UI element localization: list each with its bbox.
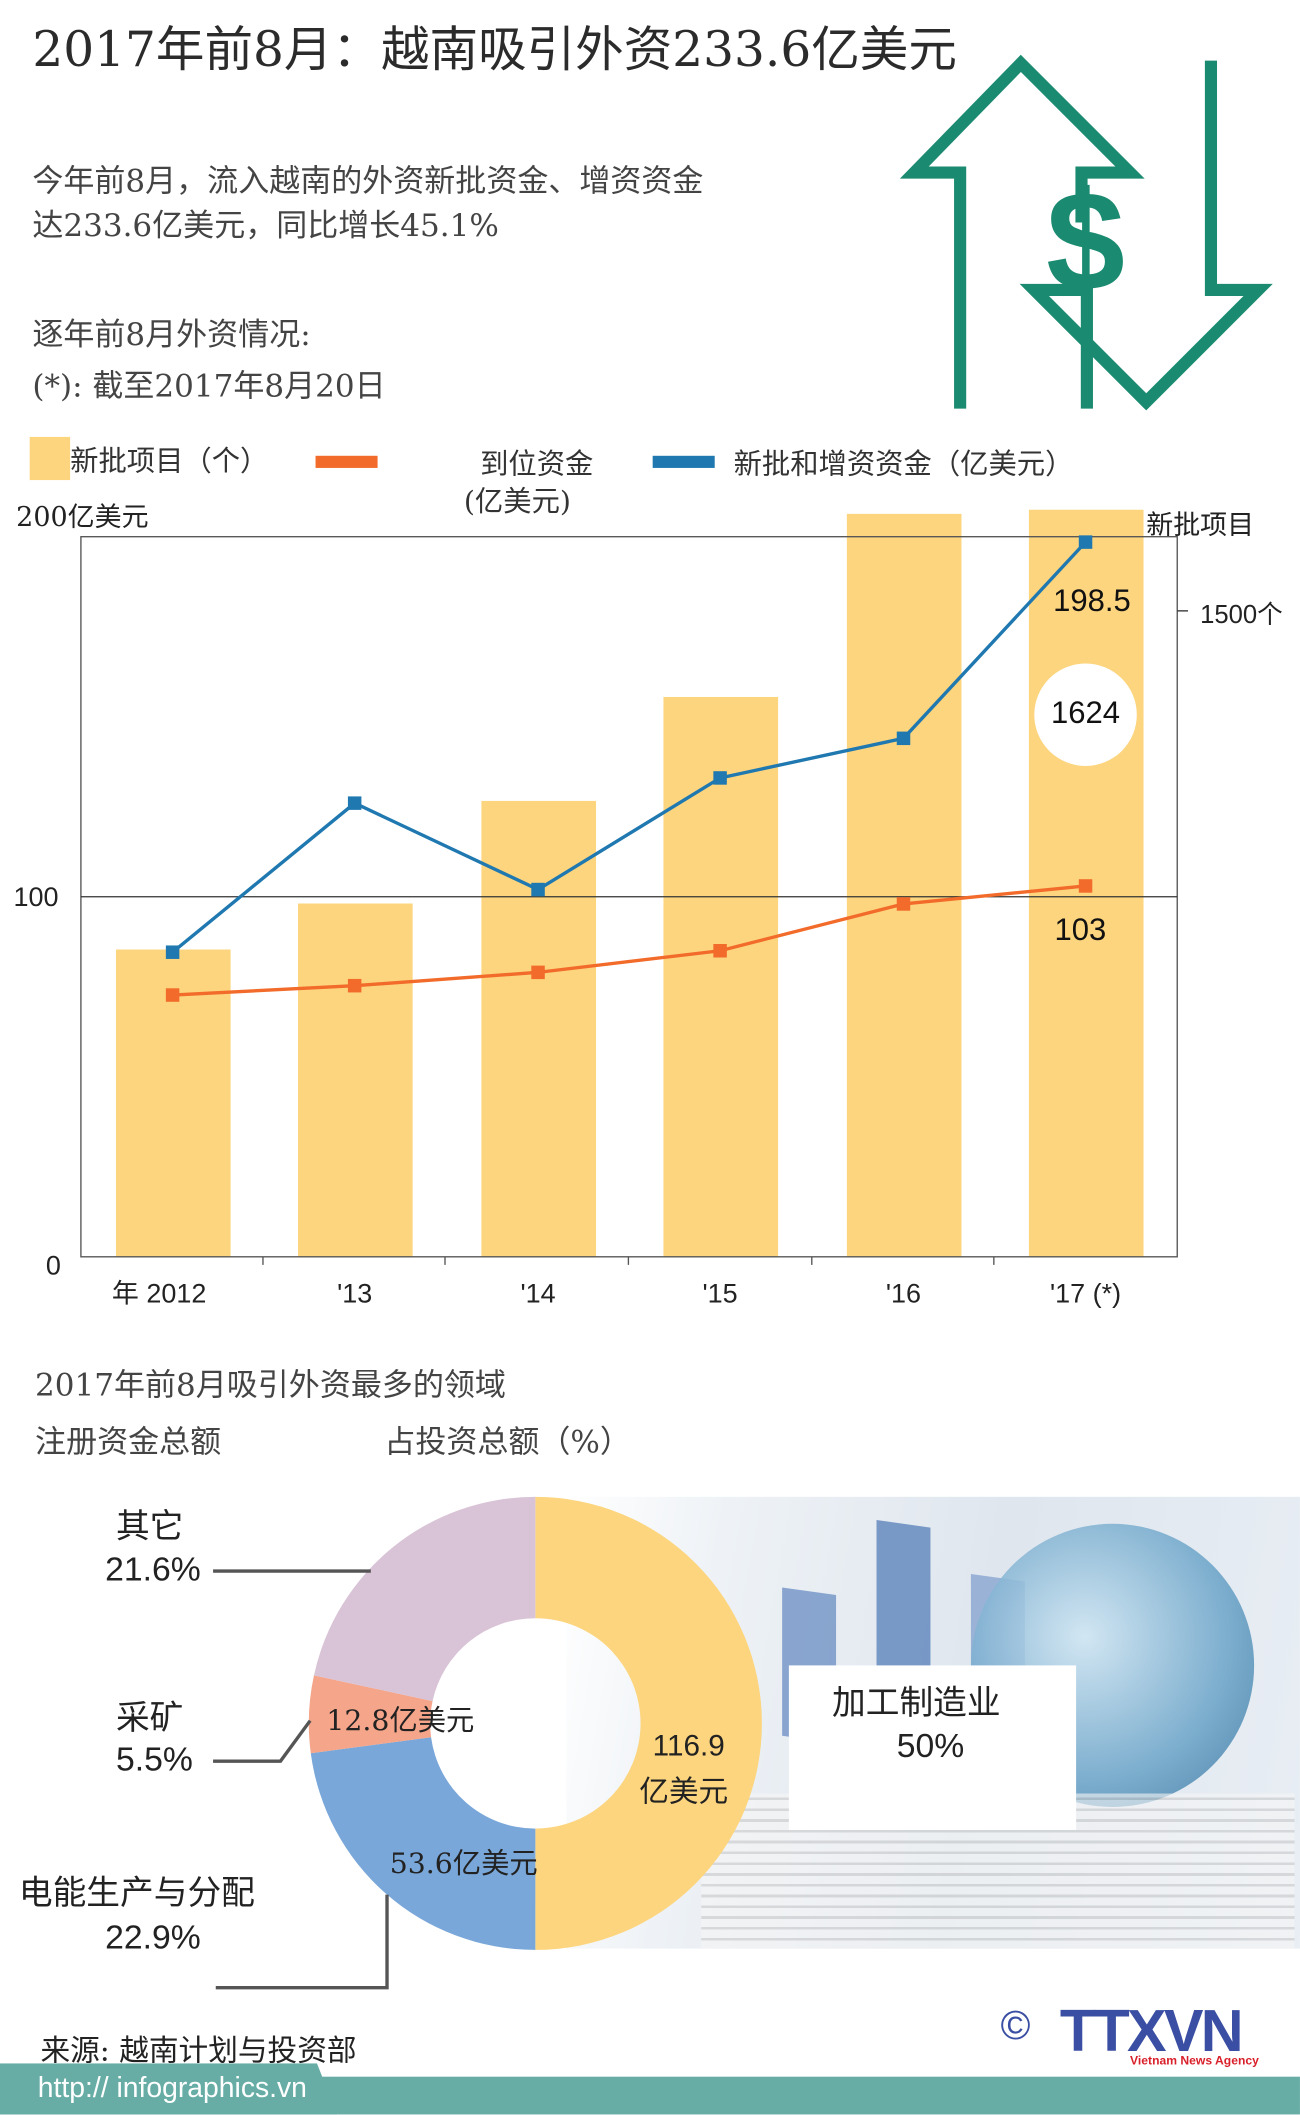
label-electricity: 电能生产与分配 xyxy=(18,1873,255,1913)
pie-col1: 注册资金总额 xyxy=(35,1425,222,1461)
x-tick-label-5: '17 (*) xyxy=(1050,1279,1121,1309)
source-text: 来源: 越南计划与投资部 xyxy=(40,2034,357,2069)
logo-subtitle: Vietnam News Agency xyxy=(1130,2053,1259,2068)
note: (*): 截至2017年8月20日 xyxy=(32,369,386,405)
point-1-5 xyxy=(1078,879,1093,893)
bar-2 xyxy=(481,800,597,1257)
point-1-3 xyxy=(713,944,727,958)
slice-pct-manufacturing: 50% xyxy=(896,1727,965,1766)
legend-orange-label: 到位资金 xyxy=(480,447,594,481)
y-tick-0: 0 xyxy=(45,1251,61,1282)
leader-electricity xyxy=(215,1894,389,1990)
legend-swatch-orange xyxy=(315,455,378,468)
copyright-icon: © xyxy=(1000,2003,1031,2049)
subtitle-line-2: 达233.6亿美元，同比增长45.1% xyxy=(32,209,499,245)
slice-1 xyxy=(310,1737,536,1950)
ttxvn-logo: TTXVN xyxy=(1059,1998,1244,2065)
footer-tab xyxy=(0,2063,338,2115)
slice-amount-electricity: 53.6亿美元 xyxy=(389,1847,538,1880)
left-axis-label: 200亿美元 xyxy=(16,500,149,533)
blue-last-label: 198.5 xyxy=(1053,582,1131,618)
pct-other: 21.6% xyxy=(105,1550,201,1589)
dollar-up-down-arrows-icon: $ xyxy=(899,54,1273,411)
point-1-4 xyxy=(896,897,911,911)
x-tick-label-3: '15 xyxy=(703,1279,738,1309)
page-title: 2017年前8月：越南吸引外资233.6亿美元 xyxy=(32,22,957,79)
footer-url[interactable]: http:// infographics.vn xyxy=(37,2072,307,2104)
pie-col2: 占投资总额（%） xyxy=(384,1425,631,1461)
section-title: 逐年前8月外资情况: xyxy=(32,318,311,354)
right-axis-label: 新批项目 xyxy=(1146,508,1255,541)
x-tick-label-1: '13 xyxy=(337,1279,372,1309)
point-1-0 xyxy=(165,988,180,1002)
point-2-3 xyxy=(713,771,727,785)
bar-4 xyxy=(846,513,962,1257)
slice-2 xyxy=(308,1675,433,1754)
svg-text:$: $ xyxy=(1046,163,1125,321)
bar-last-badge xyxy=(1034,663,1137,766)
legend-blue-label: 新批和增资资金（亿美元） xyxy=(733,447,1074,481)
pct-electricity: 22.9% xyxy=(105,1918,201,1957)
bar-last-label: 1624 xyxy=(1051,694,1121,730)
label-mining: 采矿 xyxy=(115,1697,184,1737)
point-2-4 xyxy=(896,731,911,746)
line-series-1 xyxy=(172,884,1086,997)
leader-mining xyxy=(213,1719,312,1763)
slice-amount-mining: 12.8亿美元 xyxy=(326,1704,475,1737)
legend-swatch-blue xyxy=(652,455,715,468)
y-tick-100: 100 xyxy=(13,883,59,913)
point-2-2 xyxy=(531,882,545,897)
point-2-1 xyxy=(347,796,362,810)
right-axis-tick: 1500个 xyxy=(1200,601,1283,630)
orange-last-label: 103 xyxy=(1054,911,1107,947)
x-tick-label-2: '14 xyxy=(520,1279,555,1309)
point-1-2 xyxy=(531,965,545,980)
slice-label-manufacturing: 加工制造业 xyxy=(832,1682,1001,1723)
x-tick-label-0: 年 2012 xyxy=(112,1279,206,1309)
point-2-5 xyxy=(1078,535,1093,549)
bar-1 xyxy=(298,903,413,1257)
bar-3 xyxy=(663,696,779,1257)
slice-amount-unit-manufacturing: 亿美元 xyxy=(639,1775,729,1810)
slice-0 xyxy=(535,1496,762,1950)
legend-bars-label: 新批项目（个） xyxy=(70,445,269,478)
manufacturing-label-box xyxy=(788,1665,1077,1830)
point-1-1 xyxy=(347,978,362,993)
investment-chart: 年 2012 '13 '14 '15 '16 '17 (*) xyxy=(80,509,1189,1309)
slice-3 xyxy=(313,1496,536,1702)
sector-donut-chart xyxy=(213,1496,762,1990)
legend-swatch-bars xyxy=(29,436,71,481)
slice-amount-manufacturing: 116.9 xyxy=(652,1728,725,1763)
x-tick-label-4: '16 xyxy=(886,1279,921,1309)
legend-orange-unit: (亿美元) xyxy=(463,485,571,518)
pct-mining: 5.5% xyxy=(115,1740,193,1779)
label-other: 其它 xyxy=(115,1506,184,1546)
point-2-0 xyxy=(165,945,180,959)
pie-title: 2017年前8月吸引外资最多的领域 xyxy=(35,1368,506,1404)
subtitle-line-1: 今年前8月，流入越南的外资新批资金、增资资金 xyxy=(32,164,704,200)
line-series-2 xyxy=(171,540,1087,954)
